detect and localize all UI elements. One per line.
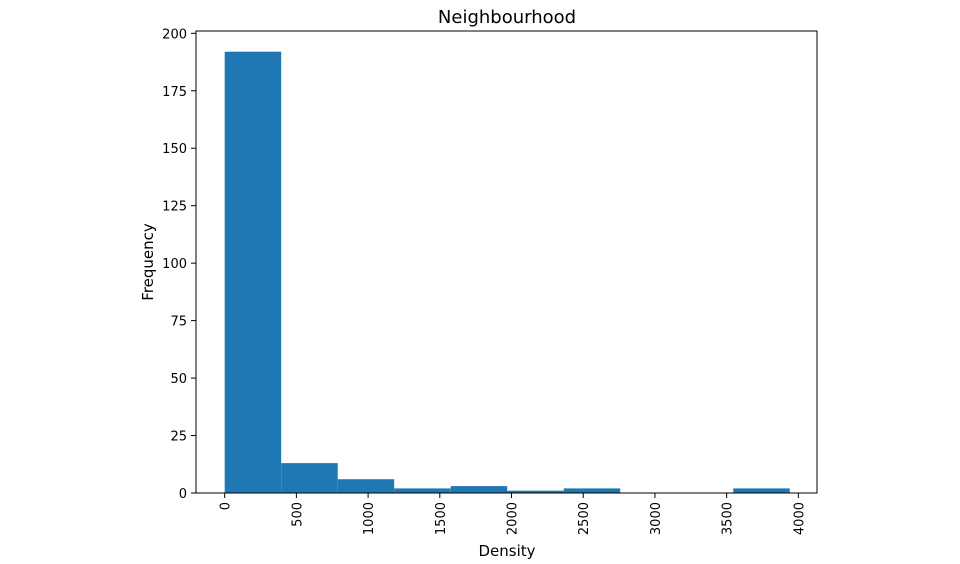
histogram-bar-5 (507, 490, 564, 493)
bars-group (224, 51, 790, 494)
plot-frame (195, 30, 818, 494)
histogram-bar-0 (224, 51, 282, 494)
x-axis-ticks: 0 500 1000 1500 2000 2500 3000 3500 4000 (219, 493, 807, 535)
x-tick-label-2: 1000 (362, 502, 377, 535)
y-axis-ticks: 0 25 50 75 100 125 150 175 200 (162, 27, 196, 502)
y-tick-label-8: 200 (162, 27, 187, 42)
y-tick-label-5: 125 (162, 200, 187, 215)
histogram-bar-3 (394, 488, 451, 493)
histogram-bar-1 (281, 463, 338, 493)
y-tick-label-4: 100 (162, 257, 187, 272)
y-tick-label-6: 150 (162, 142, 187, 157)
y-tick-label-0: 0 (179, 487, 187, 502)
x-tick-label-6: 3000 (649, 502, 664, 535)
x-tick-label-5: 2500 (577, 502, 592, 535)
histogram-bar-2 (337, 479, 395, 493)
x-tick-label-3: 1500 (434, 502, 449, 535)
x-tick-label-7: 3500 (721, 502, 736, 535)
y-tick-label-3: 75 (170, 315, 187, 330)
y-tick-label-7: 175 (162, 85, 187, 100)
histogram-bar-6 (563, 488, 621, 493)
chart-title: Neighbourhood (438, 7, 576, 28)
histogram-bar-9 (733, 488, 790, 493)
x-tick-label-8: 4000 (792, 502, 807, 535)
y-tick-label-1: 25 (170, 430, 187, 445)
x-tick-label-1: 500 (290, 502, 305, 527)
y-axis-label: Frequency (139, 223, 157, 301)
x-axis-label: Density (478, 542, 535, 560)
histogram-bar-4 (450, 486, 508, 493)
x-tick-label-4: 2000 (506, 502, 521, 535)
y-tick-label-2: 50 (170, 372, 187, 387)
x-tick-label-0: 0 (219, 502, 234, 510)
